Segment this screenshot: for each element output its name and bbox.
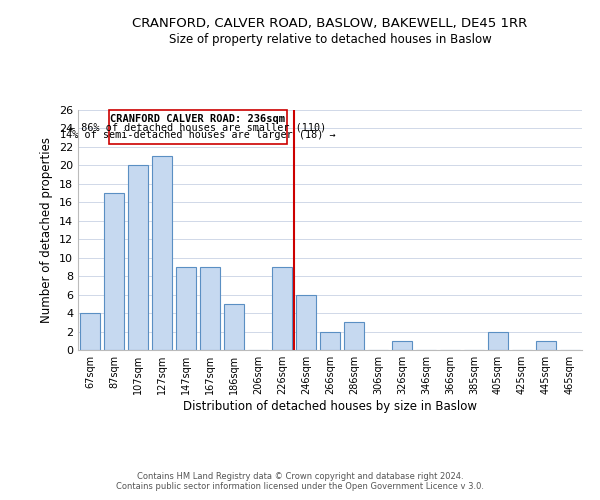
Bar	[344, 322, 364, 350]
Bar	[200, 267, 220, 350]
Bar	[176, 267, 196, 350]
FancyBboxPatch shape	[109, 110, 287, 144]
X-axis label: Distribution of detached houses by size in Baslow: Distribution of detached houses by size …	[183, 400, 477, 413]
Bar	[392, 341, 412, 350]
Bar	[80, 313, 100, 350]
Text: Contains HM Land Registry data © Crown copyright and database right 2024.: Contains HM Land Registry data © Crown c…	[137, 472, 463, 481]
Text: CRANFORD, CALVER ROAD, BASLOW, BAKEWELL, DE45 1RR: CRANFORD, CALVER ROAD, BASLOW, BAKEWELL,…	[133, 18, 527, 30]
Bar	[536, 341, 556, 350]
Text: ← 86% of detached houses are smaller (110): ← 86% of detached houses are smaller (11…	[70, 122, 326, 132]
Bar	[104, 193, 124, 350]
Y-axis label: Number of detached properties: Number of detached properties	[40, 137, 53, 323]
Bar	[320, 332, 340, 350]
Bar	[224, 304, 244, 350]
Text: 14% of semi-detached houses are larger (18) →: 14% of semi-detached houses are larger (…	[60, 130, 336, 140]
Bar	[152, 156, 172, 350]
Bar	[272, 267, 292, 350]
Bar	[296, 294, 316, 350]
Text: Size of property relative to detached houses in Baslow: Size of property relative to detached ho…	[169, 32, 491, 46]
Bar	[488, 332, 508, 350]
Text: CRANFORD CALVER ROAD: 236sqm: CRANFORD CALVER ROAD: 236sqm	[110, 114, 286, 124]
Text: Contains public sector information licensed under the Open Government Licence v : Contains public sector information licen…	[116, 482, 484, 491]
Bar	[128, 166, 148, 350]
